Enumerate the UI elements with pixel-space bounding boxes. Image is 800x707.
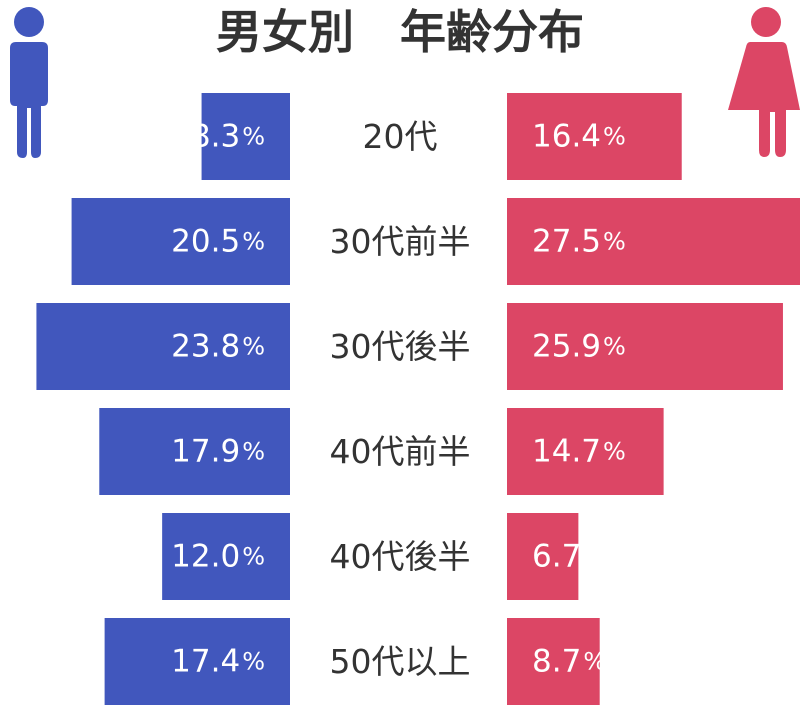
female-bar-1 <box>507 198 800 285</box>
female-figure-icon <box>728 7 800 157</box>
male-bar-2 <box>36 303 291 390</box>
male-value-label-3: 17.9% <box>171 434 265 470</box>
female-value-label-4: 6.7% <box>532 539 606 575</box>
category-label-1: 30代前半 <box>330 222 471 261</box>
male-value-label-5: 17.4% <box>171 644 265 680</box>
male-bar-0 <box>201 93 290 180</box>
female-value-label-3: 14.7% <box>532 434 626 470</box>
female-value-label-0: 16.4% <box>532 119 626 155</box>
category-label-5: 50代以上 <box>330 642 471 681</box>
male-figure-icon <box>10 7 48 158</box>
category-label-2: 30代後半 <box>330 327 471 366</box>
male-bar-3 <box>99 408 291 495</box>
female-value-label-2: 25.9% <box>532 329 626 365</box>
male-bar-5 <box>104 618 291 705</box>
female-bar-5 <box>507 618 600 705</box>
chart-title: 男女別 年齢分布 <box>216 5 584 59</box>
male-value-label-1: 20.5% <box>171 224 265 260</box>
male-bar-1 <box>71 198 290 285</box>
category-label-3: 40代前半 <box>330 432 471 471</box>
female-bar-3 <box>507 408 664 495</box>
female-bar-0 <box>507 93 682 180</box>
category-label-4: 40代後半 <box>330 537 471 576</box>
female-bar-4 <box>507 513 579 600</box>
female-value-label-5: 8.7% <box>532 644 606 680</box>
male-value-label-2: 23.8% <box>171 329 265 365</box>
female-bar-2 <box>507 303 783 390</box>
male-value-label-0: 8.3% <box>191 119 265 155</box>
category-label-0: 20代 <box>363 117 438 156</box>
labels-group: 20代 8.3% 16.4% 30代前半 20.5% 27.5% 30代後半 23.8% 25.… <box>171 117 626 681</box>
male-value-label-4: 12.0% <box>171 539 265 575</box>
bars-group <box>36 93 800 705</box>
male-bar-4 <box>162 513 290 600</box>
female-value-label-1: 27.5% <box>532 224 626 260</box>
